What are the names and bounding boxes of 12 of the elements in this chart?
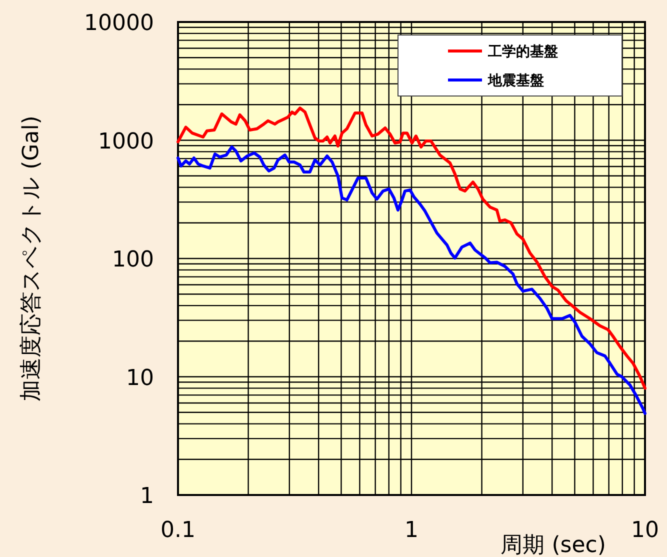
legend-label: 地震基盤 bbox=[487, 73, 544, 89]
x-tick-label: 10 bbox=[631, 518, 659, 543]
x-axis-title: 周期 (sec) bbox=[500, 533, 606, 557]
y-tick-label: 10 bbox=[126, 366, 154, 391]
y-tick-label: 10000 bbox=[84, 11, 154, 36]
y-axis-title: 加速度応答スペクトル (Gal) bbox=[19, 116, 44, 402]
x-tick-label: 0.1 bbox=[160, 518, 196, 543]
y-tick-label: 1000 bbox=[98, 129, 154, 154]
y-tick-label: 100 bbox=[112, 248, 154, 272]
legend-label: 工学的基盤 bbox=[487, 44, 558, 60]
x-tick-label: 1 bbox=[404, 518, 418, 543]
y-tick-label: 1 bbox=[140, 484, 154, 509]
